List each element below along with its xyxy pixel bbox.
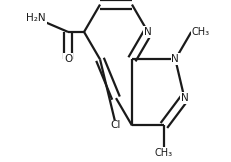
- Text: Cl: Cl: [110, 121, 121, 131]
- Text: N: N: [180, 93, 188, 103]
- Text: CH₃: CH₃: [154, 148, 172, 158]
- Text: H₂N: H₂N: [26, 13, 46, 23]
- Text: CH₃: CH₃: [191, 27, 209, 37]
- Text: O: O: [64, 54, 72, 64]
- Text: N: N: [143, 27, 151, 37]
- Text: N: N: [171, 54, 178, 64]
